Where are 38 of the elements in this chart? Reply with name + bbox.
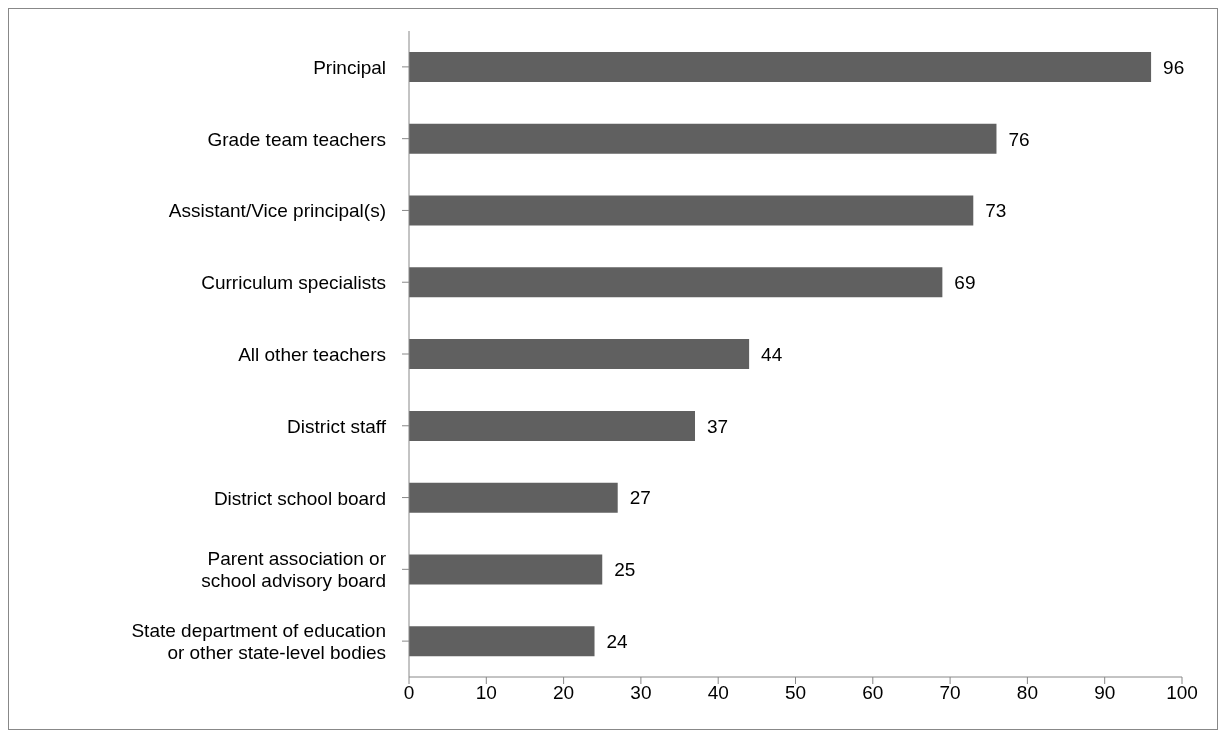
x-tick-label: 20 — [553, 682, 575, 704]
bar — [409, 267, 943, 298]
bar — [409, 626, 595, 657]
x-tick-label: 40 — [707, 682, 729, 704]
bar — [409, 52, 1152, 82]
y-tick-label: Principal — [313, 56, 386, 78]
bar — [409, 339, 750, 370]
data-label: 25 — [614, 559, 636, 581]
y-tick-label: District staff — [287, 415, 387, 437]
data-label: 24 — [606, 630, 629, 652]
x-tick-label: 30 — [630, 682, 652, 704]
y-tick-label: Parent association or school advisory board — [201, 547, 387, 591]
x-tick-label: 60 — [862, 682, 884, 704]
bar — [409, 482, 618, 513]
data-label: 44 — [761, 343, 783, 365]
x-tick-label: 80 — [1016, 682, 1038, 704]
data-label: 96 — [1163, 56, 1185, 78]
data-label: 76 — [1008, 128, 1030, 150]
data-label: 27 — [629, 487, 651, 509]
x-tick-label: 70 — [939, 682, 961, 704]
y-tick-label: District school board — [213, 487, 386, 509]
data-label: 73 — [985, 200, 1007, 222]
x-tick-label: 100 — [1166, 682, 1198, 704]
bar — [409, 195, 974, 226]
y-tick-label: State department of education or other state-level bodies — [131, 619, 386, 663]
y-tick-label: Curriculum specialists — [201, 271, 386, 293]
y-tick-label: All other teachers — [238, 343, 386, 365]
y-tick-label: Assistant/Vice principal(s) — [168, 199, 386, 221]
bar — [409, 554, 603, 585]
y-tick-label: Grade team teachers — [207, 128, 386, 150]
x-tick-label: 10 — [475, 682, 497, 704]
bar — [409, 410, 696, 441]
bar — [409, 123, 997, 154]
data-label: 37 — [707, 415, 729, 437]
x-tick-label: 90 — [1094, 682, 1116, 704]
data-label: 69 — [954, 272, 976, 294]
x-tick-label: 0 — [403, 682, 415, 704]
x-tick-label: 50 — [784, 682, 807, 704]
